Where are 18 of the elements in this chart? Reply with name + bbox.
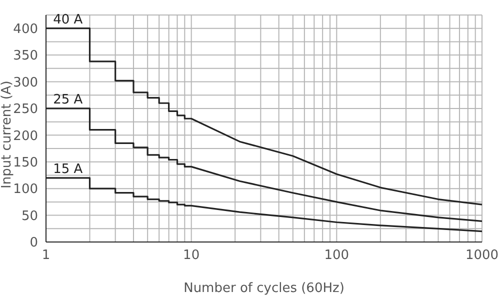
y-tick-label: 150 [13, 155, 38, 170]
x-tick-label: 1 [42, 248, 50, 264]
y-axis-title: Input current (A) [0, 80, 15, 188]
series-label: 40 A [53, 12, 83, 28]
y-tick-label: 100 [13, 182, 38, 198]
x-axis-title: Number of cycles (60Hz) [184, 281, 344, 296]
y-tick-label: 400 [13, 22, 38, 37]
y-tick-label: 350 [13, 48, 38, 64]
y-tick-label: 250 [13, 102, 38, 118]
x-tick-label: 10 [183, 248, 200, 264]
y-tick-label: 300 [13, 75, 38, 90]
x-tick-label: 1000 [465, 248, 499, 264]
series-label: 25 A [53, 92, 83, 108]
y-tick-label: 0 [30, 236, 38, 251]
series-label: 15 A [53, 162, 83, 177]
y-tick-label: 200 [13, 128, 38, 144]
x-tick-label: 100 [324, 248, 350, 264]
y-tick-label: 50 [21, 208, 38, 224]
